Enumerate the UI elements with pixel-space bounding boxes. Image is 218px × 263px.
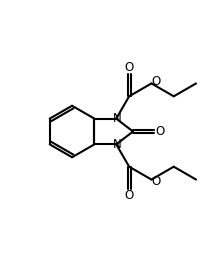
Text: O: O	[155, 125, 165, 138]
Text: N: N	[112, 138, 121, 151]
Text: O: O	[124, 189, 134, 201]
Text: O: O	[152, 75, 161, 88]
Text: O: O	[152, 175, 161, 188]
Text: N: N	[112, 112, 121, 125]
Text: O: O	[124, 62, 134, 74]
